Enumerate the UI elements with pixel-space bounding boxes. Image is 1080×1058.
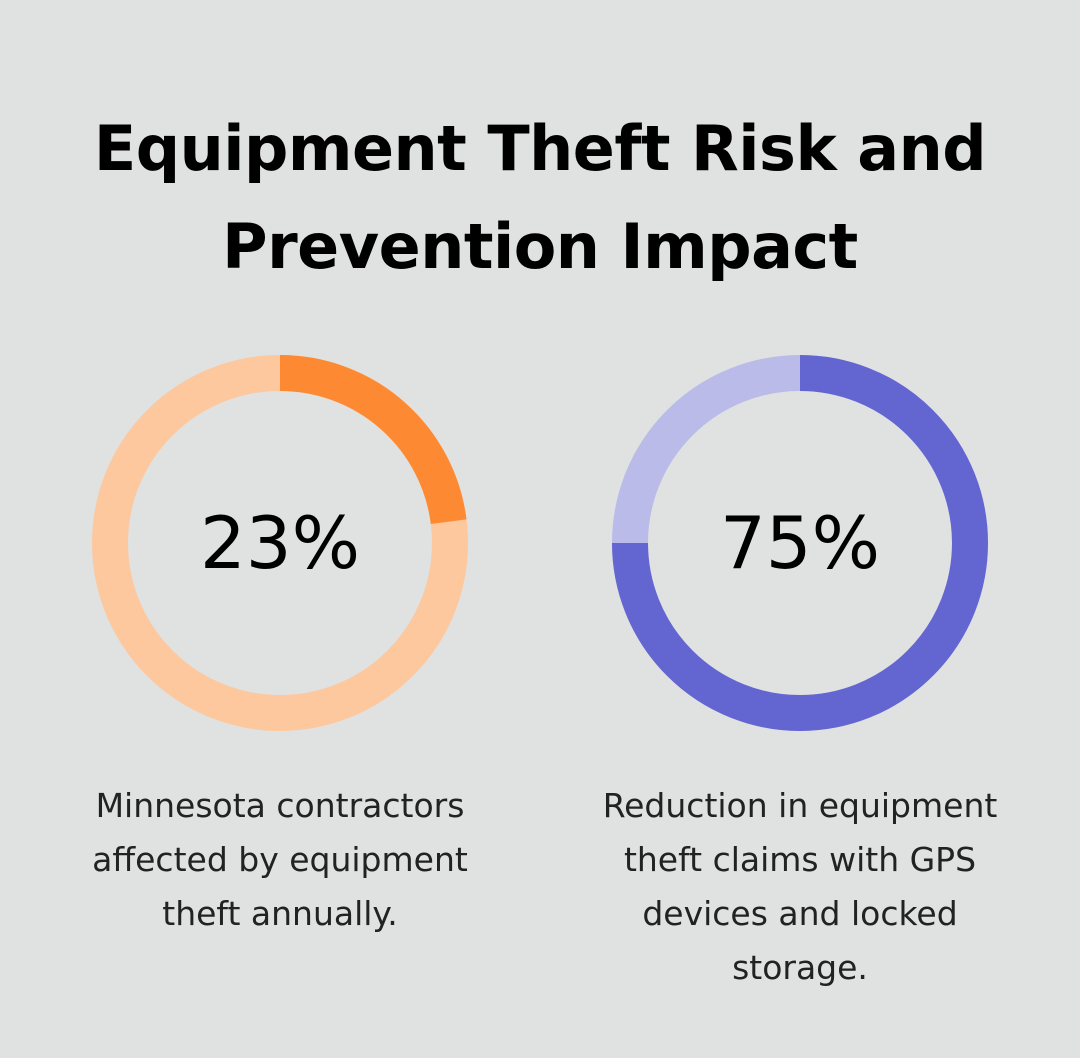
donut-value-label: 75% <box>720 501 880 585</box>
donut-chart-theft-rate: 23% <box>92 355 468 731</box>
donut-chart-claims-reduction: 75% <box>612 355 988 731</box>
stat-caption: Minnesota contractors affected by equipm… <box>92 786 468 933</box>
donut-value-arc <box>279 355 467 525</box>
donut-value-label: 23% <box>200 501 360 585</box>
page-title: Equipment Theft Risk and Prevention Impa… <box>0 100 1080 296</box>
stat-card-claims-reduction: 75% Reduction in equipment theft claims … <box>570 353 1030 995</box>
title-line-2: Prevention Impact <box>222 210 858 283</box>
stat-caption: Reduction in equipment theft claims with… <box>602 786 998 987</box>
stat-card-theft-rate: 23% Minnesota contractors affected by eq… <box>50 353 510 941</box>
title-line-1: Equipment Theft Risk and <box>93 112 987 185</box>
donut-value-arc <box>612 355 988 731</box>
